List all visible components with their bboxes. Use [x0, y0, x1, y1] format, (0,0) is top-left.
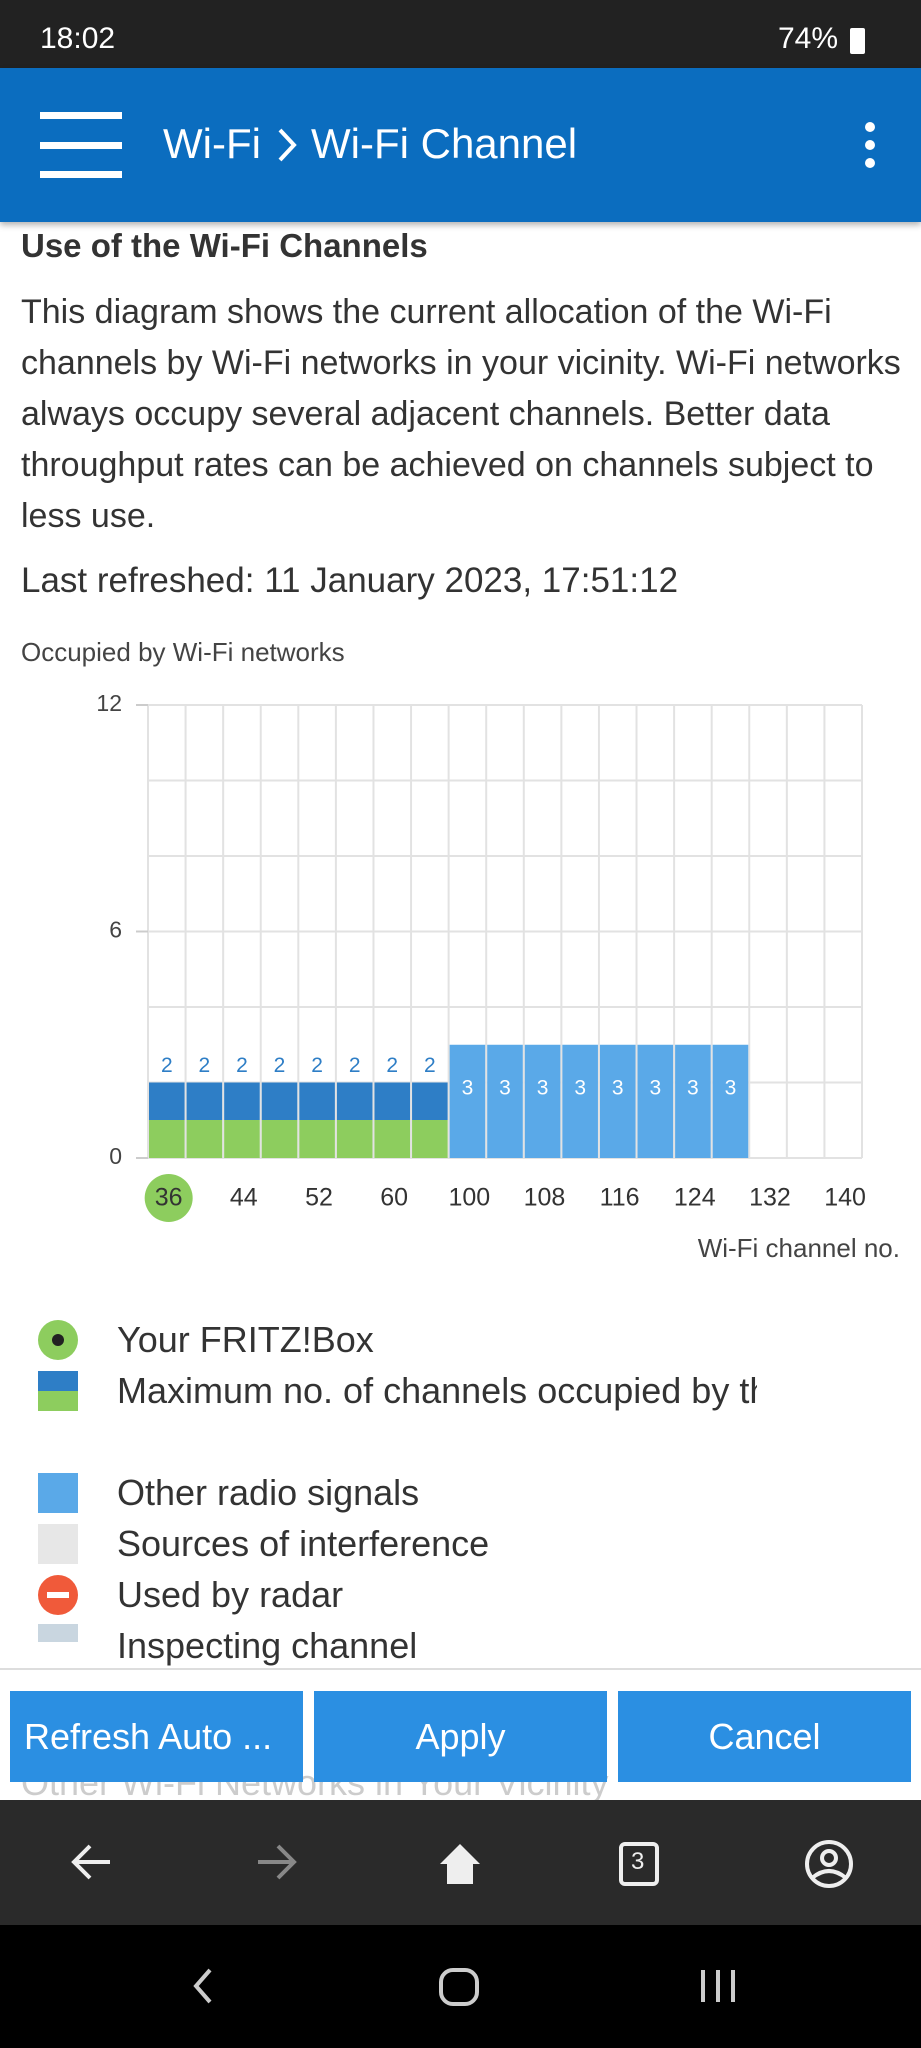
bar	[336, 1082, 373, 1158]
value-label: 2	[161, 1054, 173, 1077]
bar	[299, 1082, 335, 1158]
battery: 74%	[778, 22, 839, 55]
x-axis-title: Wi-Fi channel no.	[698, 1233, 900, 1263]
bar	[374, 1082, 411, 1158]
legend-item: Used by radar	[117, 1574, 344, 1615]
legend-item: Maximum no. of channels occupied by the …	[117, 1370, 757, 1411]
legend-icon	[38, 1371, 78, 1411]
nav-icons	[0, 1840, 921, 2048]
sys-back[interactable]	[193, 1968, 212, 2004]
menu[interactable]	[40, 112, 122, 178]
status-time: 18:02	[40, 22, 116, 55]
sys-recent[interactable]	[701, 1970, 735, 2002]
bar	[562, 1044, 598, 1158]
tab-count: 3	[631, 1848, 645, 1875]
legend-icon	[47, 1592, 69, 1598]
legend-text: Sources of interference	[117, 1523, 490, 1564]
value-label: 3	[687, 1076, 699, 1099]
x-tick-label: 44	[230, 1184, 258, 1212]
divider	[0, 1668, 921, 1670]
y-axis-title: Occupied by Wi-Fi networks	[21, 637, 345, 667]
refresh-button[interactable]: Refresh Auto ...	[10, 1691, 303, 1782]
x-tick-label: 108	[524, 1184, 566, 1212]
header-icons	[40, 112, 875, 178]
battery-icon	[850, 28, 865, 54]
value-label: 3	[725, 1076, 737, 1099]
home[interactable]	[440, 1844, 480, 1884]
account[interactable]	[805, 1840, 853, 1888]
bar	[487, 1044, 523, 1158]
cancel-button[interactable]: Cancel	[618, 1691, 911, 1782]
bar	[261, 1082, 298, 1158]
value-label: 3	[612, 1076, 624, 1099]
bar	[186, 1082, 223, 1158]
bar	[637, 1044, 674, 1158]
value-label: 3	[574, 1076, 586, 1099]
value-label: 3	[499, 1076, 511, 1099]
status-bar	[0, 0, 921, 68]
value-label: 3	[537, 1076, 549, 1099]
y-tick-label: 12	[96, 690, 122, 716]
legend-icon	[38, 1473, 78, 1513]
x-tick-label: 36	[155, 1184, 183, 1212]
legend-text: Other radio signals	[117, 1472, 420, 1513]
y-tick-label: 0	[109, 1143, 122, 1169]
more[interactable]	[865, 122, 875, 168]
x-tick-label: 132	[749, 1184, 791, 1212]
last-refreshed: Last refreshed: 11 January 2023, 17:51:1…	[21, 561, 679, 600]
sys-home[interactable]	[439, 1968, 479, 2006]
bar	[599, 1044, 636, 1158]
legend-text: Inspecting channel	[117, 1625, 418, 1666]
forward[interactable]	[258, 1844, 297, 1880]
legend-text: Used by radar	[117, 1574, 344, 1615]
legend-item: Your FRITZ!Box	[117, 1319, 374, 1360]
bar	[224, 1082, 260, 1158]
value-label: 3	[649, 1076, 661, 1099]
breadcrumb[interactable]: Wi-Fi	[163, 120, 261, 167]
legend-item: Other radio signals	[117, 1472, 420, 1513]
chart: Occupied by Wi-Fi networks 0 6 12 36 44 52 60 10…	[21, 637, 900, 1666]
value-label: 2	[386, 1054, 398, 1077]
tabs[interactable]	[619, 1842, 659, 1886]
legend-item: Inspecting channel	[117, 1625, 418, 1666]
y-tick-label: 6	[109, 917, 122, 943]
description: This diagram shows the current allocatio…	[21, 293, 901, 535]
value-label: 2	[274, 1054, 286, 1077]
chevron	[278, 128, 297, 162]
value-label: 2	[424, 1054, 436, 1077]
breadcrumb[interactable]: Wi-Fi Channel	[311, 120, 578, 167]
legend-item: Sources of interference	[117, 1523, 490, 1564]
bar	[712, 1044, 749, 1158]
legend-text: Maximum no. of channels occupied by the …	[117, 1370, 757, 1411]
x-tick-label: 60	[380, 1184, 408, 1212]
heading: Use of the Wi-Fi Channels	[21, 227, 428, 264]
bar	[149, 1082, 185, 1158]
bar	[675, 1044, 711, 1158]
back[interactable]	[71, 1844, 110, 1880]
apply-button[interactable]: Apply	[314, 1691, 607, 1782]
x-tick-label: 140	[824, 1184, 866, 1212]
your-fritzbox-marker	[144, 1174, 193, 1222]
value-label: 2	[349, 1054, 361, 1077]
x-tick-label: 124	[674, 1184, 716, 1212]
value-label: 2	[236, 1054, 248, 1077]
x-tick-label: 100	[448, 1184, 490, 1212]
legend-icon	[38, 1624, 78, 1642]
bar	[449, 1044, 486, 1158]
legend-icon	[38, 1524, 78, 1564]
bar	[524, 1044, 561, 1158]
value-label: 3	[462, 1076, 474, 1099]
legend-icon	[52, 1334, 64, 1346]
bar	[412, 1082, 448, 1158]
legend-text: Your FRITZ!Box	[117, 1319, 374, 1360]
value-label: 2	[311, 1054, 323, 1077]
header	[0, 68, 921, 222]
x-tick-label: 52	[305, 1184, 333, 1212]
value-label: 2	[199, 1054, 211, 1077]
x-tick-label: 116	[600, 1184, 640, 1212]
